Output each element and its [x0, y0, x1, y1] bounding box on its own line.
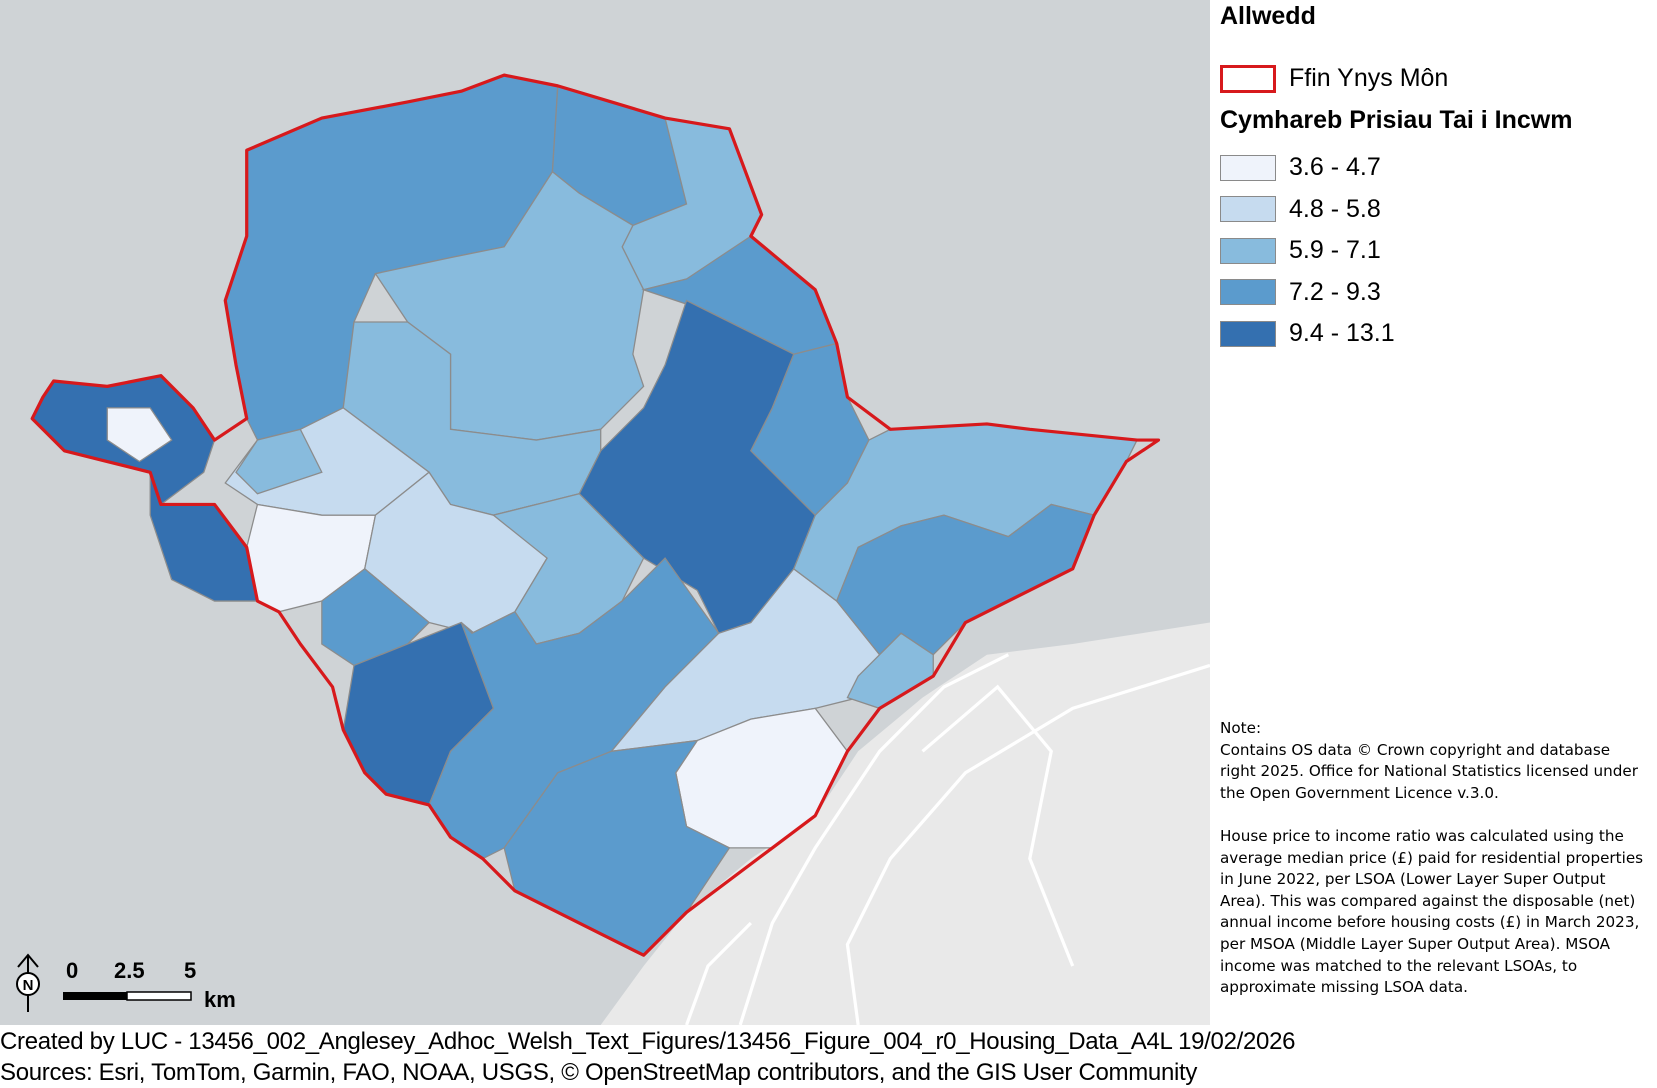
footer-created-by: Created by LUC - 13456_002_Anglesey_Adho… [0, 1028, 1296, 1055]
scale-tick-5: 5 [184, 958, 196, 983]
class-swatch [1220, 154, 1276, 181]
ratio-heading: Cymhareb Prisiau Tai i Incwm [1220, 106, 1573, 134]
footer-sources: Sources: Esri, TomTom, Garmin, FAO, NOAA… [0, 1059, 1198, 1086]
ynys-mon-boundary [30, 73, 1161, 957]
legend-class: 3.6 - 4.7 [1220, 147, 1395, 189]
class-label: 4.8 - 5.8 [1289, 194, 1381, 223]
scale-tick-0: 0 [66, 958, 78, 983]
legend-boundary-item: Ffin Ynys Môn [1220, 64, 1448, 93]
class-swatch [1220, 196, 1276, 223]
scale-segment-black [63, 992, 127, 1000]
boundary-label: Ffin Ynys Môn [1289, 64, 1449, 92]
north-arrow-icon [16, 953, 40, 1012]
lsoa-regions [31, 74, 1139, 957]
boundary-swatch [1220, 64, 1276, 93]
roads [685, 653, 1210, 1025]
footer: Created by LUC - 13456_002_Anglesey_Adho… [0, 1026, 1296, 1088]
legend-title: Allwedd [1220, 2, 1316, 30]
scale-tick-2-5: 2.5 [114, 958, 145, 983]
class-swatch [1220, 320, 1276, 347]
lsoa-region[interactable] [106, 407, 173, 463]
legend-class: 7.2 - 9.3 [1220, 272, 1395, 314]
map-note: Note: Contains OS data © Crown copyright… [1220, 718, 1650, 1020]
note-methodology: House price to income ratio was calculat… [1220, 826, 1644, 997]
note-copyright: Contains OS data © Crown copyright and d… [1220, 740, 1639, 802]
north-label: N [23, 977, 34, 994]
legend-class: 4.8 - 5.8 [1220, 189, 1395, 231]
legend-class: 5.9 - 7.1 [1220, 230, 1395, 272]
legend-class: 9.4 - 13.1 [1220, 313, 1395, 355]
class-label: 9.4 - 13.1 [1289, 319, 1395, 348]
class-label: 3.6 - 4.7 [1289, 153, 1381, 182]
scale-unit: km [204, 987, 236, 1012]
map-canvas[interactable] [0, 0, 1210, 1025]
class-swatch [1220, 237, 1276, 264]
lsoa-region[interactable] [374, 170, 645, 441]
class-label: 7.2 - 9.3 [1289, 277, 1381, 306]
lsoa-region[interactable] [609, 567, 881, 753]
scale-segment-white [126, 991, 192, 1001]
note-heading: Note: [1220, 719, 1262, 737]
class-swatch [1220, 279, 1276, 306]
scale-bar: N 0 2.5 5 km [8, 950, 258, 1020]
legend-classes: 3.6 - 4.7 4.8 - 5.8 5.9 - 7.1 7.2 - 9.3 … [1220, 147, 1395, 355]
lsoa-region[interactable] [235, 428, 323, 495]
class-label: 5.9 - 7.1 [1289, 236, 1381, 265]
